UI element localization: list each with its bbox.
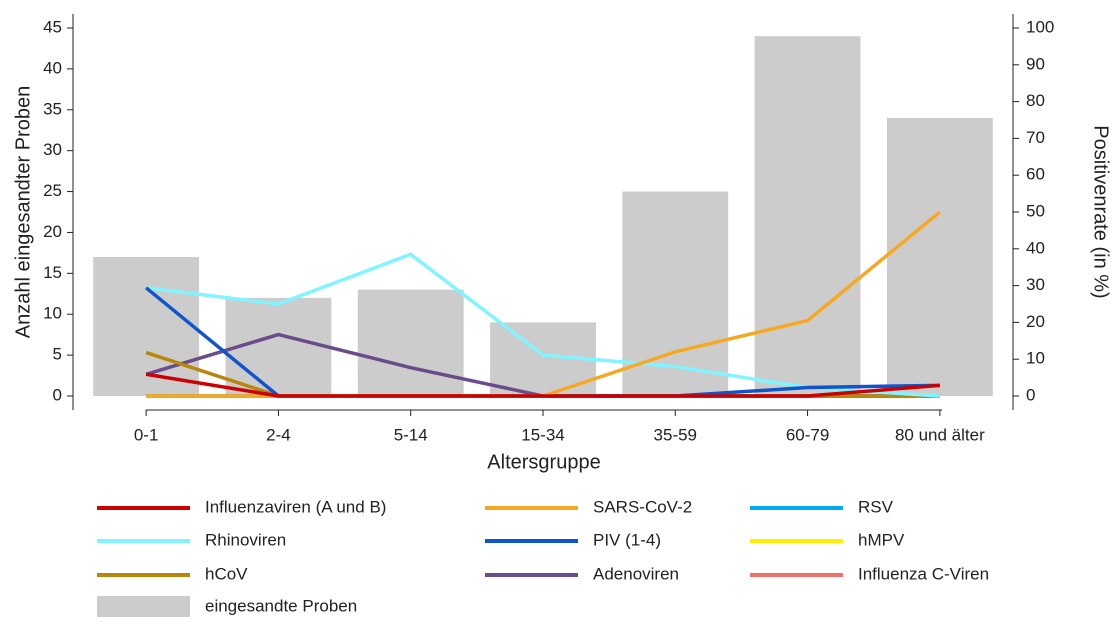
legend-label: Rhinoviren: [205, 530, 286, 549]
y-tick-label: 30: [43, 140, 62, 159]
legend-label: eingesandte Proben: [205, 596, 357, 615]
bar: [357, 289, 464, 396]
legend-label: SARS-CoV-2: [593, 497, 692, 516]
x-tick-label: 80 und älter: [895, 425, 985, 444]
y2-tick-label: 60: [1026, 165, 1045, 184]
legend-label: hCoV: [205, 564, 248, 583]
y2-tick-label: 70: [1026, 128, 1045, 147]
x-tick-label: 15-34: [521, 425, 564, 444]
y-tick-label: 5: [53, 345, 62, 364]
y-tick-label: 15: [43, 263, 62, 282]
y2-tick-label: 90: [1026, 54, 1045, 73]
legend-label: PIV (1-4): [593, 530, 661, 549]
y2-tick-label: 10: [1026, 349, 1045, 368]
y-axis-title: Anzahl eingesandter Proben: [12, 86, 34, 338]
legend-label: hMPV: [858, 530, 905, 549]
y2-axis-title: Positivenrate (in %): [1090, 125, 1112, 298]
x-tick-label: 5-14: [394, 425, 428, 444]
y-tick-label: 25: [43, 181, 62, 200]
bar: [754, 36, 861, 397]
legend-label: RSV: [858, 497, 894, 516]
x-tick-label: 60-79: [786, 425, 829, 444]
x-tick-label: 2-4: [266, 425, 291, 444]
x-tick-label: 35-59: [654, 425, 697, 444]
legend-label: Influenza C-Viren: [858, 564, 989, 583]
line: [145, 372, 940, 398]
y2-tick-label: 80: [1026, 91, 1045, 110]
y2-tick-label: 30: [1026, 275, 1045, 294]
y-tick-label: 10: [43, 304, 62, 323]
legend-label: Adenoviren: [593, 564, 679, 583]
x-tick-label: 0-1: [134, 425, 159, 444]
y2-tick-label: 100: [1026, 17, 1054, 36]
y-tick-label: 0: [53, 385, 62, 404]
y2-tick-label: 0: [1026, 385, 1035, 404]
legend-swatch: [97, 596, 190, 618]
bar: [886, 117, 993, 396]
y-tick-label: 35: [43, 99, 62, 118]
y-tick-label: 40: [43, 58, 62, 77]
x-axis-title: Altersgruppe: [487, 451, 600, 473]
y-tick-label: 20: [43, 222, 62, 241]
y-tick-label: 45: [43, 17, 62, 36]
y2-tick-label: 40: [1026, 238, 1045, 257]
y2-tick-label: 20: [1026, 312, 1045, 331]
y2-tick-label: 50: [1026, 201, 1045, 220]
legend-label: Influenzaviren (A und B): [205, 497, 386, 516]
